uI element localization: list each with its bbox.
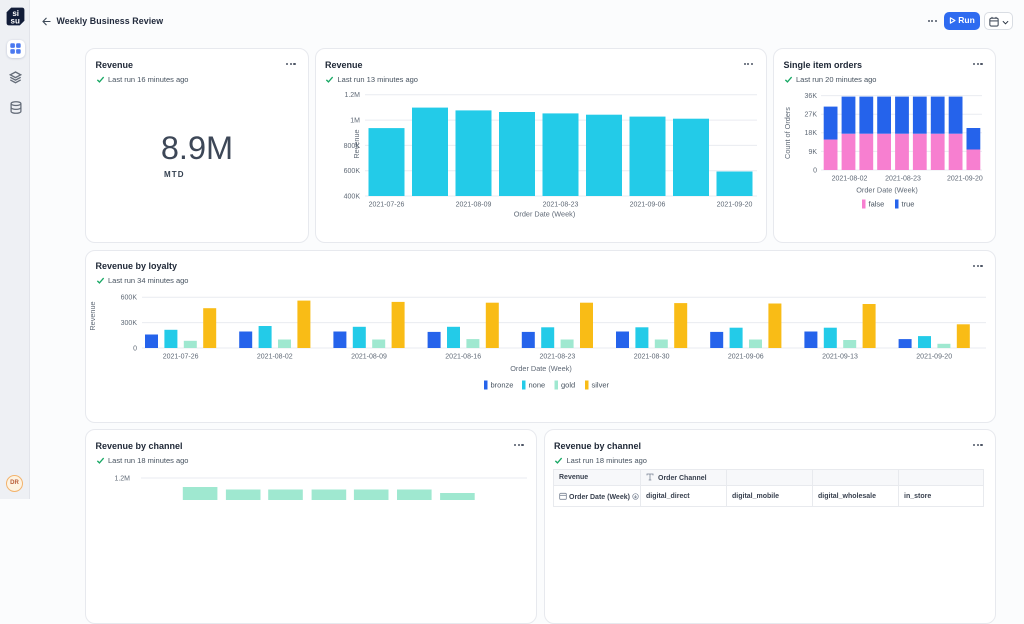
svg-text:1M: 1M	[350, 118, 360, 125]
svg-text:2021-08-09: 2021-08-09	[455, 202, 491, 209]
svg-text:true: true	[902, 200, 915, 209]
svg-text:Count of Orders: Count of Orders	[783, 107, 792, 159]
svg-text:800K: 800K	[343, 143, 360, 150]
svg-text:600K: 600K	[343, 168, 360, 175]
svg-text:2021-09-06: 2021-09-06	[629, 202, 665, 209]
svg-text:Order Date (Week): Order Date (Week)	[856, 186, 918, 195]
svg-text:300K: 300K	[121, 320, 138, 327]
svg-text:27K: 27K	[805, 112, 818, 119]
svg-text:2021-09-20: 2021-09-20	[716, 202, 752, 209]
svg-text:Revenue: Revenue	[88, 301, 97, 330]
svg-text:false: false	[869, 200, 885, 209]
svg-text:9K: 9K	[808, 149, 817, 156]
svg-text:Order Date (Week): Order Date (Week)	[510, 364, 572, 373]
svg-text:silver: silver	[592, 380, 610, 389]
svg-text:Revenue: Revenue	[352, 129, 361, 158]
svg-text:2021-08-02: 2021-08-02	[832, 176, 868, 183]
svg-text:2021-09-06: 2021-09-06	[728, 353, 764, 360]
svg-text:2021-08-23: 2021-08-23	[542, 202, 578, 209]
svg-text:si: si	[12, 8, 19, 17]
svg-text:2021-07-26: 2021-07-26	[163, 353, 199, 360]
svg-text:2021-08-30: 2021-08-30	[634, 353, 670, 360]
svg-text:2021-08-16: 2021-08-16	[445, 353, 481, 360]
svg-text:0: 0	[813, 167, 817, 174]
svg-text:0: 0	[133, 345, 137, 352]
svg-text:36K: 36K	[805, 93, 818, 100]
svg-text:2021-08-23: 2021-08-23	[539, 353, 575, 360]
svg-text:2021-09-20: 2021-09-20	[916, 353, 952, 360]
svg-text:2021-07-26: 2021-07-26	[368, 202, 404, 209]
svg-text:Order Date (Week): Order Date (Week)	[513, 210, 575, 219]
svg-text:none: none	[529, 380, 546, 389]
svg-text:bronze: bronze	[491, 380, 514, 389]
svg-text:2021-09-20: 2021-09-20	[947, 176, 983, 183]
svg-text:18K: 18K	[805, 130, 818, 137]
svg-text:400K: 400K	[343, 193, 360, 200]
svg-text:1.2M: 1.2M	[344, 92, 360, 99]
svg-text:2021-08-09: 2021-08-09	[351, 353, 387, 360]
svg-text:2021-08-02: 2021-08-02	[257, 353, 293, 360]
svg-text:gold: gold	[561, 380, 575, 389]
svg-text:1.2M: 1.2M	[114, 475, 130, 482]
svg-text:2021-08-23: 2021-08-23	[885, 176, 921, 183]
svg-text:2021-09-13: 2021-09-13	[822, 353, 858, 360]
svg-text:su: su	[10, 16, 19, 25]
svg-text:600K: 600K	[121, 294, 138, 301]
